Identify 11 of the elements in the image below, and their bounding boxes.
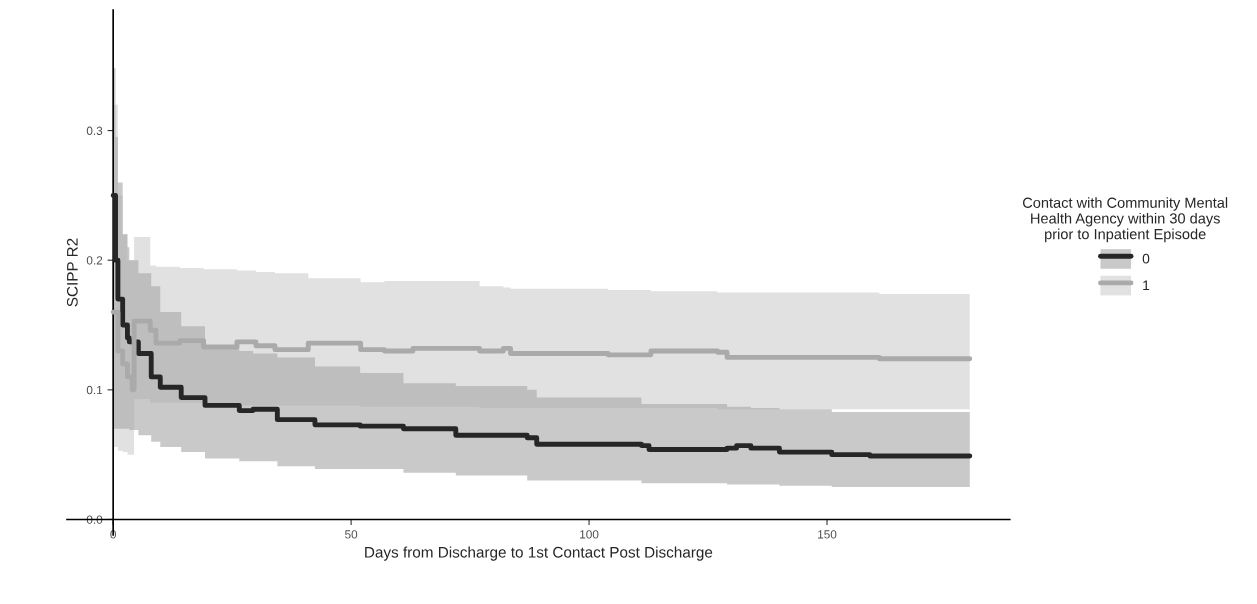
y-axis-title: SCIPP R2 xyxy=(66,238,78,307)
legend-label: 1 xyxy=(1143,280,1150,291)
legend-label: 0 xyxy=(1142,253,1150,264)
y-tick-label: 0.2 xyxy=(86,256,103,265)
x-axis-title: Days from Discharge to 1st Contact Post Discharge xyxy=(365,546,713,561)
y-tick-label: 0.1 xyxy=(86,385,103,395)
legend-title: Contact with Community Mental Health Agency within 30 days prior to Inpatient Episode xyxy=(1022,197,1228,243)
x-tick-label: 150 xyxy=(818,530,837,539)
x-tick-label: 100 xyxy=(580,530,599,539)
x-tick-label: 50 xyxy=(345,530,358,539)
y-tick-label: 0.3 xyxy=(86,126,103,135)
